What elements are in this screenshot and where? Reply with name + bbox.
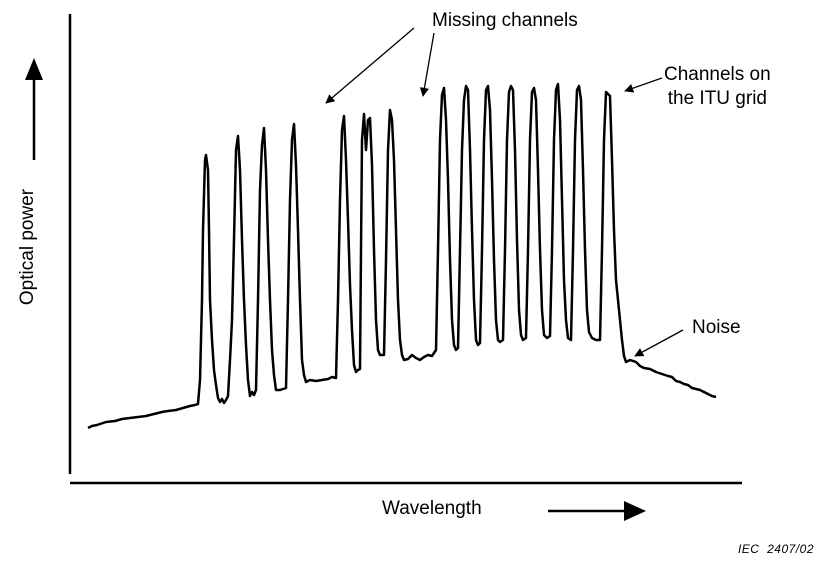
itu-grid-arrow: [624, 77, 663, 93]
missing-channels-arrow-left: [325, 27, 415, 104]
figure-reference: IEC 2407/02: [737, 542, 814, 556]
spectrum-trace: [87, 82, 717, 430]
x-axis-label: Wavelength: [382, 498, 482, 519]
up-arrow-icon: [25, 58, 43, 160]
noise-label: Noise: [692, 317, 741, 338]
itu-grid-label: Channels on the ITU grid: [664, 63, 771, 111]
missing-channels-arrow-right: [419, 32, 435, 97]
noise-arrow: [634, 329, 684, 357]
missing-channels-label: Missing channels: [432, 10, 578, 31]
y-axis-label: Optical power: [17, 188, 38, 306]
right-arrow-icon: [548, 501, 646, 521]
itu-grid-label-line1: Channels on: [664, 64, 771, 85]
itu-grid-label-line2: the ITU grid: [667, 88, 767, 109]
